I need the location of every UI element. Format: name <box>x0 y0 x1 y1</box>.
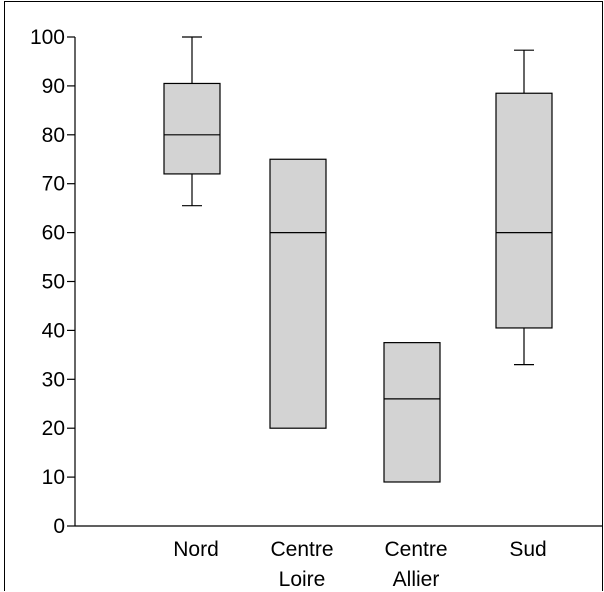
y-tick-label: 20 <box>42 417 65 440</box>
x-category-label: Loire <box>279 568 326 591</box>
y-tick-label: 90 <box>42 75 65 98</box>
y-tick-label: 0 <box>53 515 65 538</box>
x-category-label: Allier <box>393 568 440 591</box>
x-category-label: Nord <box>173 538 219 561</box>
y-tick-label: 70 <box>42 173 65 196</box>
x-category-label: Centre <box>270 538 333 561</box>
y-tick-label: 80 <box>42 124 65 147</box>
y-tick-label: 60 <box>42 222 65 245</box>
x-category-label: Centre <box>384 538 447 561</box>
box-centre-allier <box>383 342 441 483</box>
x-category-label: Sud <box>509 538 546 561</box>
box-sud <box>495 92 553 329</box>
y-tick-label: 100 <box>30 26 65 49</box>
y-tick-label: 40 <box>42 319 65 342</box>
y-tick-label: 30 <box>42 368 65 391</box>
y-tick-label: 50 <box>42 271 65 294</box>
box-centre-loire <box>269 158 327 429</box>
chart-frame <box>4 1 603 591</box>
y-tick-label: 10 <box>42 466 65 489</box>
box-nord <box>163 82 221 175</box>
